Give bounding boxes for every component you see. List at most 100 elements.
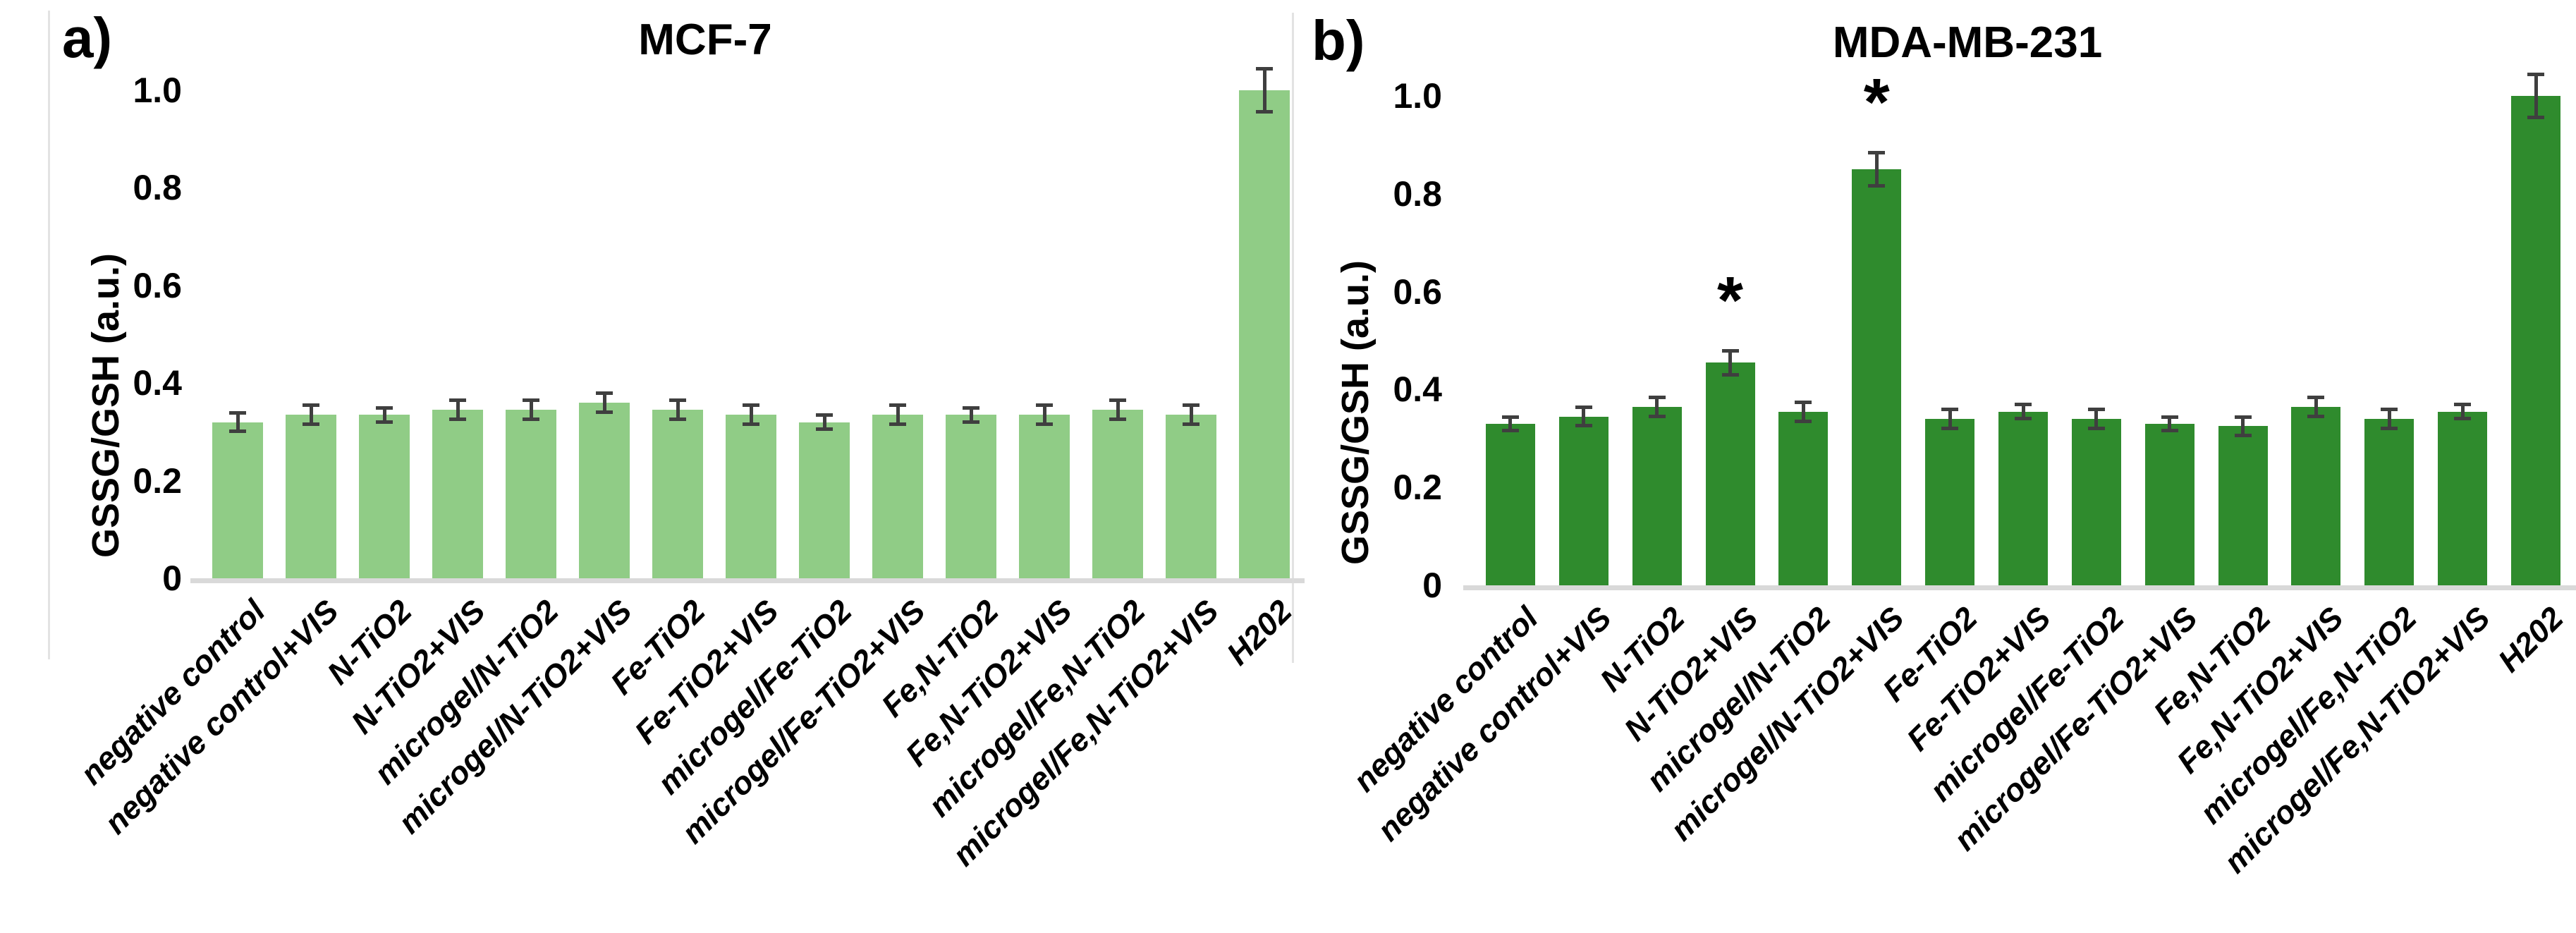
error-bar [1262,68,1266,113]
error-bar-cap [889,422,906,427]
error-bar [2168,416,2172,432]
y-tick-label: 0.6 [1393,272,1442,312]
bar [359,415,410,578]
error-bar-cap [889,403,906,408]
bar [1239,90,1290,578]
error-bar-cap [2381,408,2398,412]
error-bar-cap [1868,184,1886,188]
bar [432,410,483,578]
error-bar [529,400,533,420]
error-bar-cap [963,420,979,424]
error-bar-cap [1648,395,1666,399]
error-bar-cap [303,403,319,408]
y-tick-label: 0 [162,559,182,598]
bar [2364,419,2415,585]
error-bar-cap [743,403,759,408]
error-bar [1948,409,1952,429]
error-bar [2094,409,2099,429]
bar [1166,415,1216,578]
error-bar-cap [2087,426,2105,430]
error-bar-cap [2015,417,2032,421]
error-bar-cap [1183,422,1200,427]
error-bar [1189,405,1193,425]
error-bar-cap [669,417,686,422]
error-bar-cap [1941,408,1959,412]
error-bar [1874,152,1879,187]
error-bar [749,405,753,425]
y-axis-line [48,11,50,659]
bar [799,422,850,578]
error-bar [822,415,826,429]
error-bar-cap [2234,434,2252,438]
error-bar-cap [2307,395,2325,399]
error-bar-cap [1036,403,1053,408]
error-bar-cap [523,398,539,403]
error-bar-cap [1721,372,1739,377]
error-bar-cap [669,398,686,403]
error-bar-cap [963,405,979,410]
error-bar-cap [2454,403,2472,407]
y-tick-label: 1.0 [133,71,182,110]
y-tick-label: 1.0 [1393,76,1442,116]
error-bar [2387,409,2391,429]
error-bar-cap [2454,417,2472,421]
error-bar [602,393,606,413]
error-bar-cap [229,410,246,415]
error-bar-cap [449,398,466,403]
y-tick-label: 0.8 [1393,173,1442,214]
y-tick-label: 0 [1422,566,1442,605]
significance-asterisk: * [1717,262,1744,338]
bar [2511,96,2561,585]
error-bar-cap [523,417,539,422]
bar [2218,426,2268,585]
error-bar-cap [1183,403,1200,408]
chart-title: MDA-MB-231 [1832,18,2103,67]
error-bar-cap [1501,429,1519,433]
chart-title: MCF-7 [638,16,772,64]
error-bar-cap [1795,400,1812,404]
error-bar-cap [1256,66,1273,71]
error-bar-cap [2087,408,2105,412]
bar [1705,362,1755,585]
error-bar-cap [1109,417,1126,422]
bar [1092,410,1143,578]
bar [1778,411,1829,585]
error-bar-cap [1501,415,1519,419]
y-tick-label: 0.8 [133,168,182,208]
panel-letter: b) [1312,9,1365,72]
error-bar-cap [1575,405,1592,409]
bar [1998,411,2048,585]
bar [2071,419,2121,585]
error-bar [1801,401,1805,422]
error-bar-cap [1036,422,1053,427]
bar [1632,406,1682,585]
bar [212,422,263,578]
error-bar-cap [596,410,613,414]
bar [1485,423,1535,585]
bar [652,410,703,578]
y-tick-label: 0.2 [1393,468,1442,508]
error-bar-cap [816,413,833,417]
y-axis-line [1292,13,1294,663]
error-bar [1116,400,1120,420]
bar [1852,169,1902,585]
bar [2144,423,2195,585]
error-bar [382,407,386,422]
error-bar [676,400,680,420]
x-axis-line [190,578,1305,583]
significance-asterisk: * [1863,64,1890,140]
error-bar [2534,73,2538,118]
error-bar-cap [1575,424,1592,428]
error-bar-cap [743,422,759,427]
error-bar-cap [229,429,246,434]
error-bar-cap [816,427,833,431]
error-bar-cap [2161,415,2178,419]
error-bar-cap [1868,150,1886,154]
error-bar-cap [2234,415,2252,419]
bar [2291,406,2341,585]
panel-letter: a) [62,6,113,69]
error-bar [1508,416,1513,432]
y-tick-label: 0.4 [133,363,182,403]
